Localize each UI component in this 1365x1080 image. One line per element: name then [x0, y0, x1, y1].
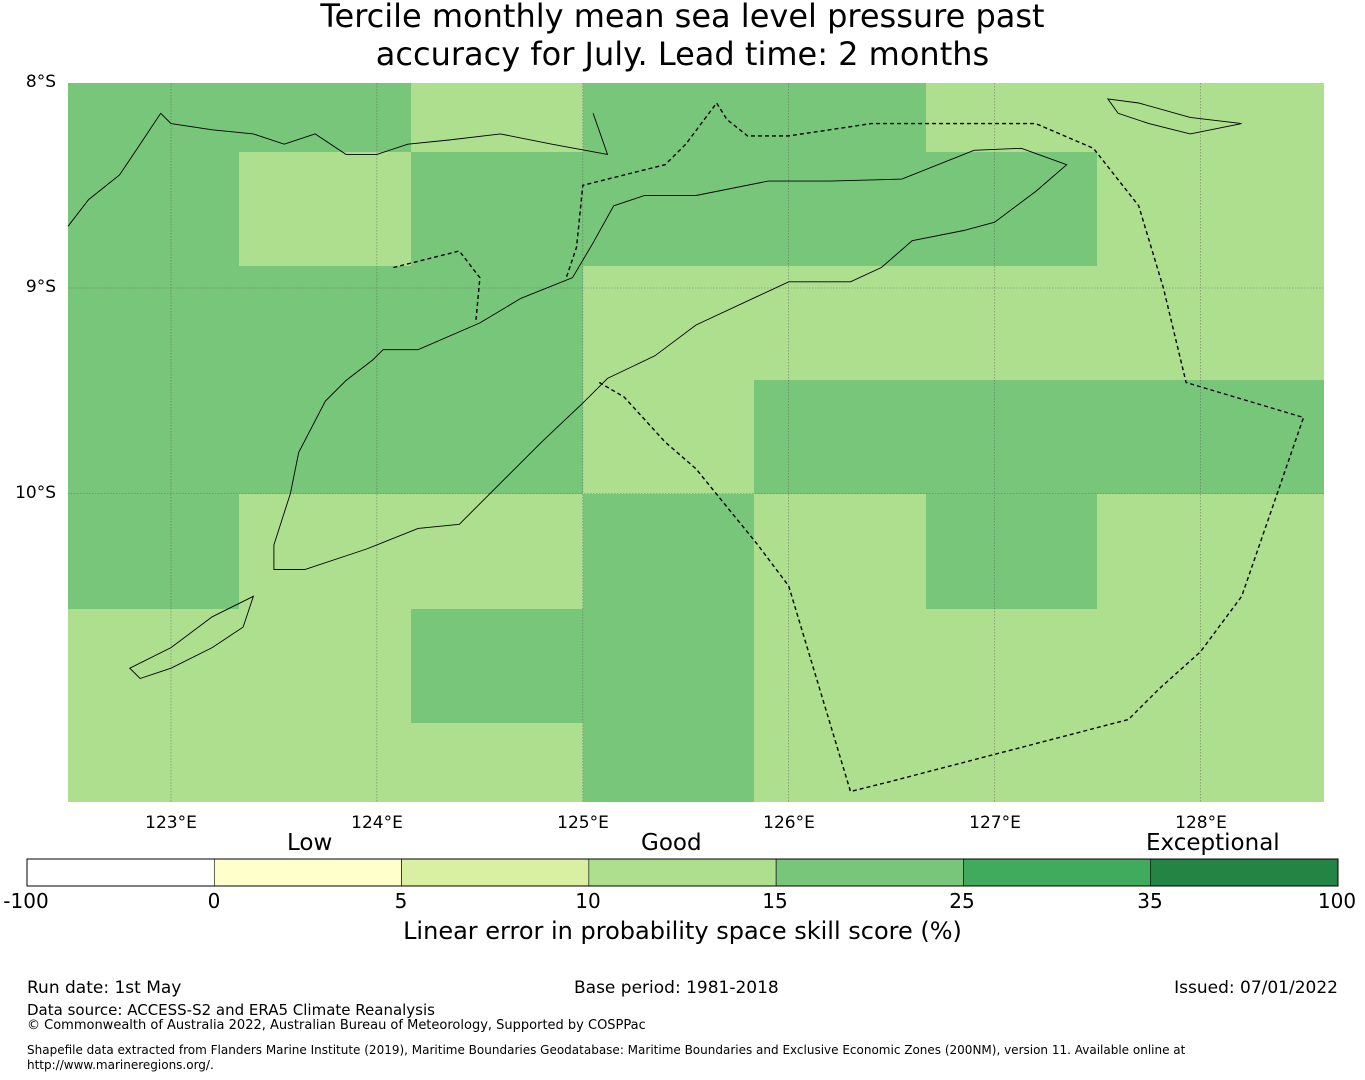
grid-cell: [68, 152, 239, 266]
lon-label-125e: 125°E: [557, 813, 609, 833]
grid-cell: [239, 609, 411, 723]
lon-label-126e: 126°E: [763, 813, 815, 833]
colorbar-segment: [775, 858, 964, 887]
skill-grid: [68, 83, 1324, 802]
lon-label-127e: 127°E: [969, 813, 1021, 833]
colorbar-tick: -100: [3, 889, 49, 913]
grid-cell: [926, 609, 1097, 723]
colorbar-tick: 10: [575, 889, 601, 913]
copyright: © Commonwealth of Australia 2022, Austra…: [27, 1018, 646, 1033]
grid-cell: [583, 494, 754, 609]
colorbar-segment: [213, 858, 402, 887]
maritime-boundaries: [393, 101, 1305, 793]
graticule: [68, 83, 1324, 802]
colorbar-segment: [1150, 858, 1339, 887]
coastlines: [67, 98, 1242, 680]
shapefile-credit-line-2: http://www.marineregions.org/.: [27, 1058, 214, 1072]
rote-coastline: [129, 595, 255, 680]
grid-cell: [754, 723, 926, 802]
grid-cell: [1097, 152, 1324, 266]
grid-cell: [926, 266, 1097, 380]
oecusse-boundary: [393, 250, 481, 323]
grid-cell: [926, 83, 1097, 152]
shapefile-credit: Shapefile data extracted from Flanders M…: [27, 1043, 1277, 1073]
grid-cell: [68, 494, 239, 609]
map-title-line-1: Tercile monthly mean sea level pressure …: [320, 0, 1045, 35]
timor-coastline: [273, 147, 1068, 570]
wetar-coastline: [1106, 98, 1242, 135]
grid-cell: [411, 152, 583, 266]
grid-cell: [754, 380, 926, 494]
colorbar-segment: [588, 858, 777, 887]
eez-boundary: [565, 101, 1305, 793]
grid-cell: [239, 380, 411, 494]
lat-label-8s: 8°S: [25, 72, 56, 92]
grid-cell: [68, 83, 239, 152]
grid-cell: [68, 609, 239, 723]
grid-cell: [1097, 266, 1324, 380]
lon-label-124e: 124°E: [351, 813, 403, 833]
grid-cell: [411, 380, 583, 494]
grid-cell: [754, 266, 926, 380]
colorbar-label: Linear error in probability space skill …: [403, 917, 962, 945]
grid-cell: [239, 723, 411, 802]
grid-cell: [1097, 83, 1324, 152]
map-title-line-2: accuracy for July. Lead time: 2 months: [375, 35, 990, 73]
grid-cell: [411, 723, 583, 802]
grid-cell: [583, 609, 754, 723]
grid-cell: [583, 723, 754, 802]
colorbar-tick: 15: [762, 889, 788, 913]
colorbar: [26, 858, 1339, 887]
grid-cell: [754, 494, 926, 609]
grid-cell: [1097, 494, 1324, 609]
grid-cell: [754, 83, 926, 152]
grid-cell: [926, 380, 1097, 494]
grid-cell: [1097, 723, 1324, 802]
grid-cell: [411, 266, 583, 380]
grid-cell: [926, 152, 1097, 266]
legend-category-low: Low: [287, 830, 333, 856]
grid-cell: [411, 494, 583, 609]
grid-cell: [754, 609, 926, 723]
grid-cell: [68, 380, 239, 494]
grid-cell: [239, 494, 411, 609]
grid-cell: [239, 266, 411, 380]
colorbar-tick: 35: [1137, 889, 1163, 913]
colorbar-tick: 100: [1317, 889, 1357, 913]
colorbar-segment: [401, 858, 590, 887]
lon-label-128e: 128°E: [1175, 813, 1227, 833]
grid-cell: [68, 266, 239, 380]
grid-cell: [1097, 380, 1324, 494]
issued-date: Issued: 07/01/2022: [1174, 978, 1338, 998]
colorbar-tick: 25: [949, 889, 975, 913]
grid-cell: [1097, 609, 1324, 723]
colorbar-segment: [963, 858, 1152, 887]
base-period: Base period: 1981-2018: [574, 978, 779, 998]
grid-cell: [239, 152, 411, 266]
lat-label-9s: 9°S: [25, 277, 56, 297]
grid-cell: [926, 723, 1097, 802]
grid-cell: [583, 83, 754, 152]
grid-cell: [68, 723, 239, 802]
colorbar-tick: 5: [394, 889, 408, 913]
legend-category-good: Good: [641, 830, 702, 856]
legend-category-exceptional: Exceptional: [1146, 830, 1280, 856]
flores-alor-coastline: [67, 112, 609, 227]
run-date: Run date: 1st May: [27, 978, 182, 998]
lon-label-123e: 123°E: [145, 813, 197, 833]
data-source: Data source: ACCESS-S2 and ERA5 Climate …: [27, 1001, 435, 1019]
grid-cell: [583, 380, 754, 494]
colorbar-tick: 0: [207, 889, 221, 913]
lat-label-10s: 10°S: [15, 483, 56, 503]
grid-cell: [754, 152, 926, 266]
colorbar-outline: [26, 858, 1339, 887]
grid-cell: [239, 83, 411, 152]
grid-cell: [411, 609, 583, 723]
colorbar-segment: [26, 858, 215, 887]
shapefile-credit-line-1: Shapefile data extracted from Flanders M…: [27, 1043, 1186, 1057]
grid-cell: [583, 266, 754, 380]
grid-cell: [926, 494, 1097, 609]
grid-cell: [583, 152, 754, 266]
